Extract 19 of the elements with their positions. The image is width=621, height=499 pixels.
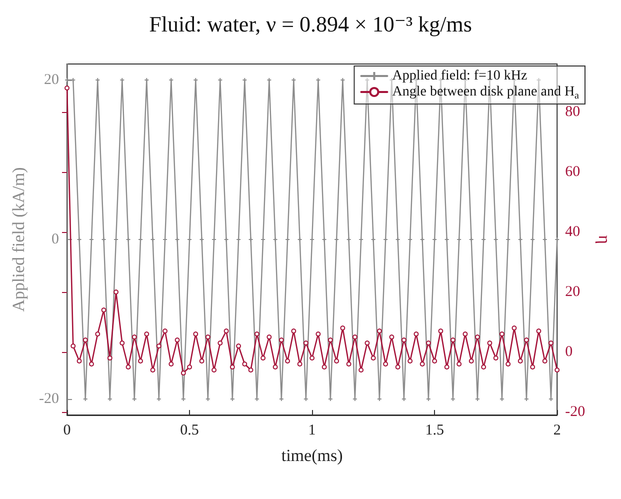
y2-tick-label: 40 (565, 224, 580, 240)
y-tick-label: 20 (44, 72, 59, 88)
chart-title: Fluid: water, ν = 0.894 × 10⁻³ kg/ms (149, 12, 472, 36)
x-tick-label: 0.5 (180, 422, 199, 438)
x-tick-label: 2 (553, 422, 561, 438)
y2-tick-label: -20 (565, 404, 586, 420)
y2-tick-label: 0 (565, 344, 573, 360)
x-tick-label: 0 (63, 422, 71, 438)
y-axis-title: Applied field (kA/m) (9, 167, 28, 312)
y2-axis-title: η (595, 235, 614, 244)
y2-tick-label: 20 (565, 284, 580, 300)
y-tick-label: 0 (52, 232, 59, 248)
y-tick-label: -20 (39, 391, 59, 408)
y2-tick-label: 80 (565, 104, 580, 120)
y2-tick-label: 60 (565, 164, 580, 180)
x-axis-title: time(ms) (281, 446, 343, 465)
x-tick-label: 1.5 (425, 422, 444, 438)
x-tick-label: 1 (308, 422, 316, 438)
legend-label: Applied field: f=10 kHz (392, 68, 528, 84)
